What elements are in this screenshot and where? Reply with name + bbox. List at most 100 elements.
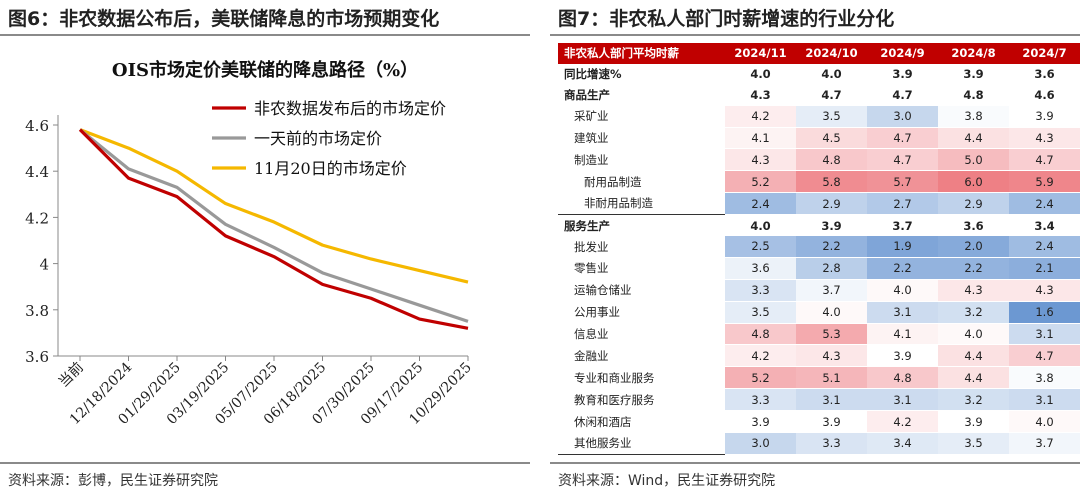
row-label: 金融业 xyxy=(574,348,609,363)
value-cell: 5.2 xyxy=(725,170,796,194)
value-cell: 4.0 xyxy=(750,67,771,82)
row-label: 公用事业 xyxy=(574,305,620,320)
legend-label: 非农数据发布后的市场定价 xyxy=(254,99,446,118)
value-cell: 4.7 xyxy=(892,88,913,103)
value-cell: 2.4 xyxy=(1009,192,1080,216)
value-cell: 3.5 xyxy=(938,432,1009,455)
row-label: 非耐用品制造 xyxy=(584,196,653,211)
table-header-month: 2024/9 xyxy=(867,43,938,64)
table-row: 运输仓储业 3.3 3.7 4.0 4.3 4.3 xyxy=(558,279,1080,302)
value-cell: 2.9 xyxy=(938,192,1009,216)
value-cell: 4.3 xyxy=(1009,279,1080,302)
y-tick-label: 4 xyxy=(39,256,49,274)
value-cell: 3.3 xyxy=(796,432,867,455)
value-cell: 4.4 xyxy=(938,127,1009,150)
value-cell: 4.7 xyxy=(1009,344,1080,368)
table-row: 其他服务业 3.0 3.3 3.4 3.5 3.7 xyxy=(558,432,1080,455)
value-cell: 4.4 xyxy=(938,366,1009,390)
value-cell: 3.7 xyxy=(1009,432,1080,455)
value-cell: 3.9 xyxy=(963,67,984,82)
y-tick-label: 4.6 xyxy=(25,117,49,135)
row-label: 休闲和酒店 xyxy=(574,414,632,429)
source-rule xyxy=(550,462,1080,464)
value-cell: 3.2 xyxy=(938,388,1009,412)
value-cell: 3.9 xyxy=(796,214,867,237)
value-cell: 2.1 xyxy=(1009,257,1080,280)
value-cell: 2.2 xyxy=(867,257,938,280)
table-row: 专业和商业服务 5.2 5.1 4.8 4.4 3.8 xyxy=(558,366,1080,390)
value-cell: 3.3 xyxy=(725,388,796,412)
value-cell: 2.2 xyxy=(938,257,1009,280)
value-cell: 4.8 xyxy=(963,88,984,103)
table-row: 零售业 3.6 2.8 2.2 2.2 2.1 xyxy=(558,257,1080,280)
table-row: 制造业 4.3 4.8 4.7 5.0 4.7 xyxy=(558,148,1080,172)
figure-7-title: 图7：非农私人部门时薪增速的行业分化 xyxy=(558,8,895,30)
value-cell: 2.9 xyxy=(796,192,867,216)
table-row: 采矿业 4.2 3.5 3.0 3.8 3.9 xyxy=(558,105,1080,128)
value-cell: 3.9 xyxy=(796,410,867,434)
figure-7-source: 资料来源：Wind，民生证券研究院 xyxy=(558,473,776,489)
row-label: 服务生产 xyxy=(558,214,725,237)
row-label: 制造业 xyxy=(574,152,609,167)
table-header-month: 2024/8 xyxy=(938,43,1009,64)
value-cell: 4.7 xyxy=(821,88,842,103)
value-cell: 2.8 xyxy=(796,257,867,280)
value-cell: 5.7 xyxy=(867,170,938,194)
value-cell: 4.2 xyxy=(725,105,796,128)
row-label: 教育和医疗服务 xyxy=(574,392,655,407)
value-cell: 4.0 xyxy=(1009,410,1080,434)
row-label: 运输仓储业 xyxy=(574,283,632,298)
source-rule xyxy=(0,462,530,464)
row-label: 商品生产 xyxy=(564,88,610,103)
value-cell: 4.3 xyxy=(1009,127,1080,150)
value-cell: 3.9 xyxy=(938,410,1009,434)
left-panel: 图6：非农数据公布后，美联储降息的市场预期变化 OIS市场定价美联储的降息路径（… xyxy=(0,0,530,500)
value-cell: 3.6 xyxy=(938,214,1009,237)
value-cell: 1.6 xyxy=(1009,301,1080,324)
y-tick-label: 3.8 xyxy=(25,302,49,320)
x-tick-label: 当前 xyxy=(55,359,87,391)
value-cell: 3.5 xyxy=(725,301,796,324)
legend-label: 11月20日的市场定价 xyxy=(254,159,407,178)
value-cell: 5.9 xyxy=(1009,170,1080,194)
value-cell: 3.8 xyxy=(1009,366,1080,390)
value-cell: 3.0 xyxy=(867,105,938,128)
legend-label: 一天前的市场定价 xyxy=(254,129,382,148)
value-cell: 4.1 xyxy=(867,323,938,346)
table-header-month: 2024/11 xyxy=(725,43,796,64)
value-cell: 4.3 xyxy=(796,344,867,368)
table-row: 非耐用品制造 2.4 2.9 2.7 2.9 2.4 xyxy=(558,192,1080,216)
value-cell: 2.4 xyxy=(725,192,796,216)
value-cell: 5.2 xyxy=(725,366,796,390)
y-tick-label: 3.6 xyxy=(25,348,49,366)
chart-title: OIS市场定价美联储的降息路径（%） xyxy=(112,59,418,81)
value-cell: 5.1 xyxy=(796,366,867,390)
value-cell: 3.9 xyxy=(892,67,913,82)
value-cell: 3.1 xyxy=(1009,388,1080,412)
table-row: 信息业 4.8 5.3 4.1 4.0 3.1 xyxy=(558,323,1080,346)
value-cell: 2.5 xyxy=(725,236,796,258)
table-row: 耐用品制造 5.2 5.8 5.7 6.0 5.9 xyxy=(558,170,1080,194)
table-row: 服务生产 4.0 3.9 3.7 3.6 3.4 xyxy=(558,214,1080,237)
value-cell: 3.3 xyxy=(725,279,796,302)
value-cell: 3.6 xyxy=(725,257,796,280)
table-row: 同比增速% 4.0 4.0 3.9 3.9 3.6 xyxy=(558,64,1080,85)
value-cell: 3.2 xyxy=(938,301,1009,324)
value-cell: 4.3 xyxy=(938,279,1009,302)
value-cell: 3.0 xyxy=(725,432,796,455)
row-label: 采矿业 xyxy=(574,109,609,124)
row-label: 批发业 xyxy=(574,239,609,254)
value-cell: 4.8 xyxy=(796,148,867,172)
value-cell: 4.0 xyxy=(725,214,796,237)
value-cell: 2.4 xyxy=(1009,236,1080,258)
value-cell: 5.3 xyxy=(796,323,867,346)
value-cell: 4.0 xyxy=(867,279,938,302)
table-header-label: 非农私人部门平均时薪 xyxy=(558,43,725,64)
table-row: 公用事业 3.5 4.0 3.1 3.2 1.6 xyxy=(558,301,1080,324)
value-cell: 4.5 xyxy=(796,127,867,150)
value-cell: 4.0 xyxy=(821,67,842,82)
hourly-earnings-table: 非农私人部门平均时薪 2024/11 2024/10 2024/9 2024/8 2024… xyxy=(558,43,1080,455)
right-panel: 图7：非农私人部门时薪增速的行业分化 非农私人部门平均时薪 2024/11 2024… xyxy=(550,0,1080,500)
value-cell: 3.1 xyxy=(1009,323,1080,346)
value-cell: 3.9 xyxy=(867,344,938,368)
